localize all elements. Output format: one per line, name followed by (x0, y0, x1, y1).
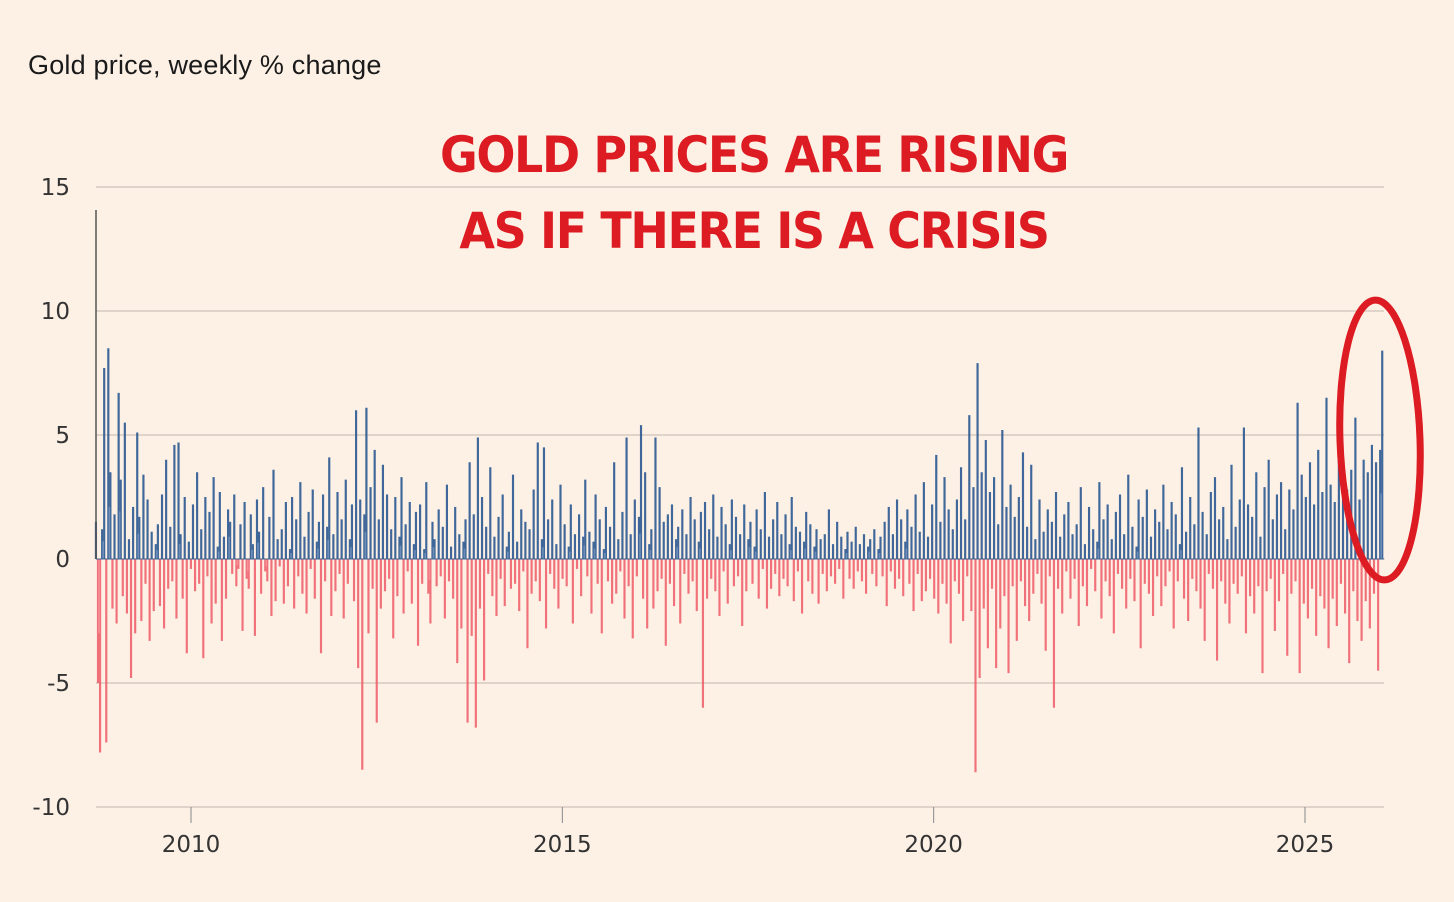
bars (94, 348, 1385, 773)
headline-line-2: AS IF THERE IS A CRISIS (459, 202, 1050, 260)
y-tick-label: 15 (41, 175, 70, 201)
x-axis-ticks: 2010 2015 2020 2025 (162, 807, 1335, 858)
gridlines (96, 186, 1384, 808)
x-tick-label: 2020 (904, 832, 963, 858)
y-axis-ticks: 15 10 5 0 -5 -10 (32, 175, 70, 821)
x-tick-label: 2010 (162, 832, 221, 858)
highlight-ellipse (1336, 296, 1424, 584)
x-tick-label: 2015 (533, 832, 592, 858)
y-tick-label: 5 (55, 423, 70, 449)
y-tick-label: -10 (32, 795, 70, 821)
y-tick-label: -5 (47, 671, 70, 697)
chart-subtitle: Gold price, weekly % change (28, 50, 382, 80)
x-tick-label: 2025 (1276, 832, 1335, 858)
y-tick-label: 10 (41, 299, 70, 325)
headline-line-1: GOLD PRICES ARE RISING (439, 126, 1069, 184)
y-tick-label: 0 (55, 547, 70, 573)
